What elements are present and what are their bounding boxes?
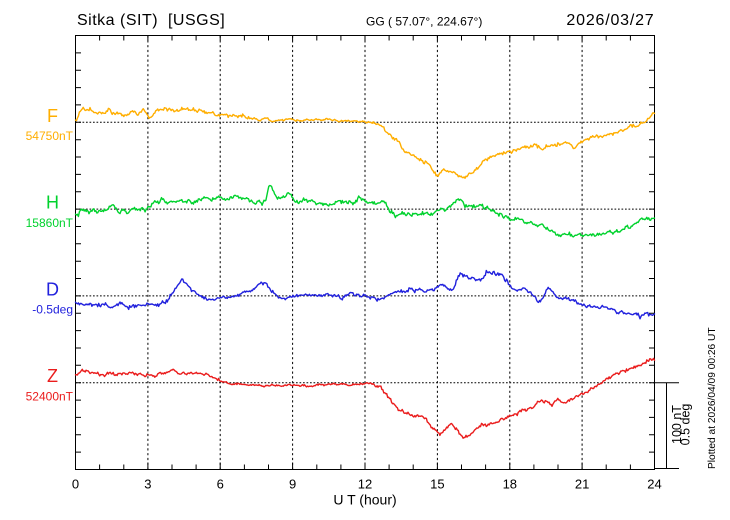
svg-text:2026/03/27: 2026/03/27 — [566, 12, 654, 29]
svg-text:54750nT: 54750nT — [26, 129, 74, 143]
svg-text:Sitka (SIT) [USGS]: Sitka (SIT) [USGS] — [77, 12, 225, 29]
svg-text:18: 18 — [503, 477, 517, 492]
svg-text:GG ( 57.07°, 224.67°): GG ( 57.07°, 224.67°) — [366, 15, 482, 29]
svg-text:21: 21 — [575, 477, 589, 492]
svg-text:52400nT: 52400nT — [26, 390, 74, 404]
svg-text:H: H — [46, 193, 59, 213]
svg-text:15860nT: 15860nT — [26, 216, 74, 230]
svg-text:100 nT: 100 nT — [670, 405, 684, 444]
svg-text:D: D — [46, 279, 59, 299]
svg-text:U T (hour): U T (hour) — [333, 492, 396, 508]
svg-text:9: 9 — [289, 477, 296, 492]
svg-text:F: F — [47, 106, 58, 126]
svg-text:-0.5deg: -0.5deg — [32, 303, 73, 317]
svg-text:Z: Z — [47, 366, 58, 386]
svg-text:0: 0 — [72, 477, 79, 492]
svg-text:0.5 deg: 0.5 deg — [679, 404, 693, 446]
svg-text:6: 6 — [217, 477, 224, 492]
svg-text:24: 24 — [647, 477, 661, 492]
svg-text:3: 3 — [144, 477, 151, 492]
svg-text:Plotted at 2026/04/09 00:26 UT: Plotted at 2026/04/09 00:26 UT — [707, 327, 718, 469]
svg-text:15: 15 — [430, 477, 444, 492]
svg-text:12: 12 — [358, 477, 372, 492]
